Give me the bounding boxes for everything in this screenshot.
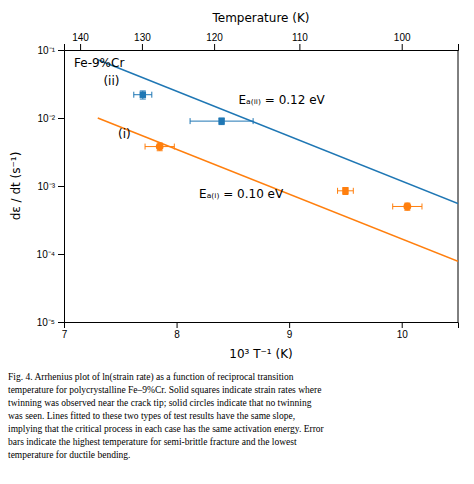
circle-marker xyxy=(403,203,411,211)
line-series xyxy=(98,60,458,204)
tick-label: 120 xyxy=(206,32,223,43)
y-error-bar xyxy=(140,99,146,100)
tick-mark xyxy=(402,322,403,328)
x-axis: 7 8 9 10 xyxy=(62,322,459,340)
tick: 10⁻³ xyxy=(38,181,64,192)
annotation: (ii) xyxy=(103,74,119,88)
tick-label: 10⁻² xyxy=(38,113,56,124)
tick: 9 xyxy=(287,322,293,340)
tick: 10 xyxy=(397,322,409,340)
tick-label: 100 xyxy=(394,32,411,43)
caption-line: bars indicate the highest temperature fo… xyxy=(8,437,297,447)
line-series xyxy=(98,118,458,261)
x-error-bar xyxy=(392,203,393,209)
tick-mark xyxy=(80,44,81,50)
tick-label: 130 xyxy=(134,32,151,43)
tick: 100 xyxy=(394,32,411,50)
caption-line: temperature for ductile bending. xyxy=(8,450,130,460)
scatter-series xyxy=(145,143,422,211)
tick-mark xyxy=(142,44,143,50)
x-error-bar xyxy=(174,144,175,150)
tick-mark xyxy=(289,322,290,328)
error-bar xyxy=(338,188,354,195)
x-error-bar xyxy=(145,144,146,150)
circle-marker xyxy=(156,143,164,151)
x-error-bar xyxy=(353,188,354,194)
y-axis: 10⁻⁵ 10⁻⁴ 10⁻³ 10⁻² 10⁻¹ xyxy=(37,45,65,328)
tick-label: 10⁻⁴ xyxy=(37,249,55,260)
x-axis-title: 10³ T⁻¹ (K) xyxy=(229,347,292,361)
tick: 140 xyxy=(72,32,89,50)
x2-axis: 140 130 120 110 100 xyxy=(65,32,459,51)
tick-label: 10 xyxy=(397,329,409,340)
y-error-bar xyxy=(140,90,146,91)
x-error-bar xyxy=(337,188,338,194)
tick-label: 10⁻¹ xyxy=(38,45,56,56)
error-bar xyxy=(145,143,174,151)
tick: 7 xyxy=(62,322,68,340)
square-marker xyxy=(342,188,348,194)
tick-mark xyxy=(58,50,64,51)
y-axis-line xyxy=(58,51,65,323)
tick-label: 140 xyxy=(72,32,89,43)
x-error-bar xyxy=(190,118,191,124)
annotations: Fe-9%Cr Eₐ₍ᵢᵢ₎ = 0.12 eV Eₐ₍ᵢ₎ = 0.10 eV (i… xyxy=(74,56,326,201)
tick-label: 110 xyxy=(292,32,308,43)
tick: 10⁻⁴ xyxy=(37,249,64,260)
caption-line: implying that the critical process in ea… xyxy=(8,424,325,434)
x-axis-line xyxy=(65,323,459,329)
caption: Fig. 4. Arrhenius plot of ln(strain rate… xyxy=(8,372,325,460)
x-error-bar xyxy=(133,92,134,98)
tick-label: 10⁻⁵ xyxy=(37,317,55,328)
x-error-bar xyxy=(151,92,152,98)
tick: 120 xyxy=(206,32,223,50)
tick: 8 xyxy=(174,322,180,340)
tick: 10⁻⁵ xyxy=(37,317,64,328)
caption-line: Fig. 4. Arrhenius plot of ln(strain rate… xyxy=(8,372,294,383)
y-axis-title: dε / dt (s⁻¹) xyxy=(9,152,23,221)
caption-line: temperature for polycrystalline Fe–9%Cr.… xyxy=(8,385,321,395)
tick-label: 10⁻³ xyxy=(38,181,56,192)
y-error-bar xyxy=(342,194,348,195)
error-bar xyxy=(134,91,152,99)
tick-mark xyxy=(58,322,64,323)
fit-line xyxy=(98,60,458,204)
tick-mark xyxy=(214,44,215,50)
tick: 10⁻² xyxy=(38,113,64,124)
error-bar xyxy=(393,203,422,210)
tick-mark xyxy=(58,186,64,187)
square-marker xyxy=(140,91,146,97)
annotation: (i) xyxy=(118,127,131,141)
scatter-series xyxy=(134,91,253,125)
x2-axis-title: Temperature (K) xyxy=(211,11,309,25)
tick: 130 xyxy=(134,32,151,50)
error-bar xyxy=(190,118,253,125)
tick-mark xyxy=(58,118,64,119)
tick: 10⁻¹ xyxy=(38,45,64,56)
tick: 110 xyxy=(292,32,308,50)
annotation: Eₐ₍ᵢᵢ₎ = 0.12 eV xyxy=(238,93,325,107)
chart: 7 8 9 10 140 130 120 110 100 10⁻⁵ 10⁻⁴ 10⁻³ 10⁻² 10⁻¹… xyxy=(0,0,474,484)
x2-axis-line xyxy=(65,44,459,51)
caption-line: was seen. Lines fitted to these two type… xyxy=(8,411,295,421)
annotation: Eₐ₍ᵢ₎ = 0.10 eV xyxy=(199,187,284,201)
tick-mark xyxy=(177,322,178,328)
x-error-bar xyxy=(253,118,254,124)
tick-label: 8 xyxy=(174,329,180,340)
x-error-bar xyxy=(421,203,422,209)
tick-mark xyxy=(299,44,300,50)
tick-label: 7 xyxy=(62,329,68,340)
square-marker xyxy=(218,118,224,124)
caption-line: twinning was observed near the crack tip… xyxy=(8,398,312,408)
tick-label: 9 xyxy=(287,329,293,340)
plot-area xyxy=(98,60,458,262)
frame-line xyxy=(458,50,459,322)
tick-mark xyxy=(402,44,403,50)
tick-mark xyxy=(58,254,64,255)
annotation: Fe-9%Cr xyxy=(74,56,124,70)
fit-line xyxy=(98,118,458,261)
